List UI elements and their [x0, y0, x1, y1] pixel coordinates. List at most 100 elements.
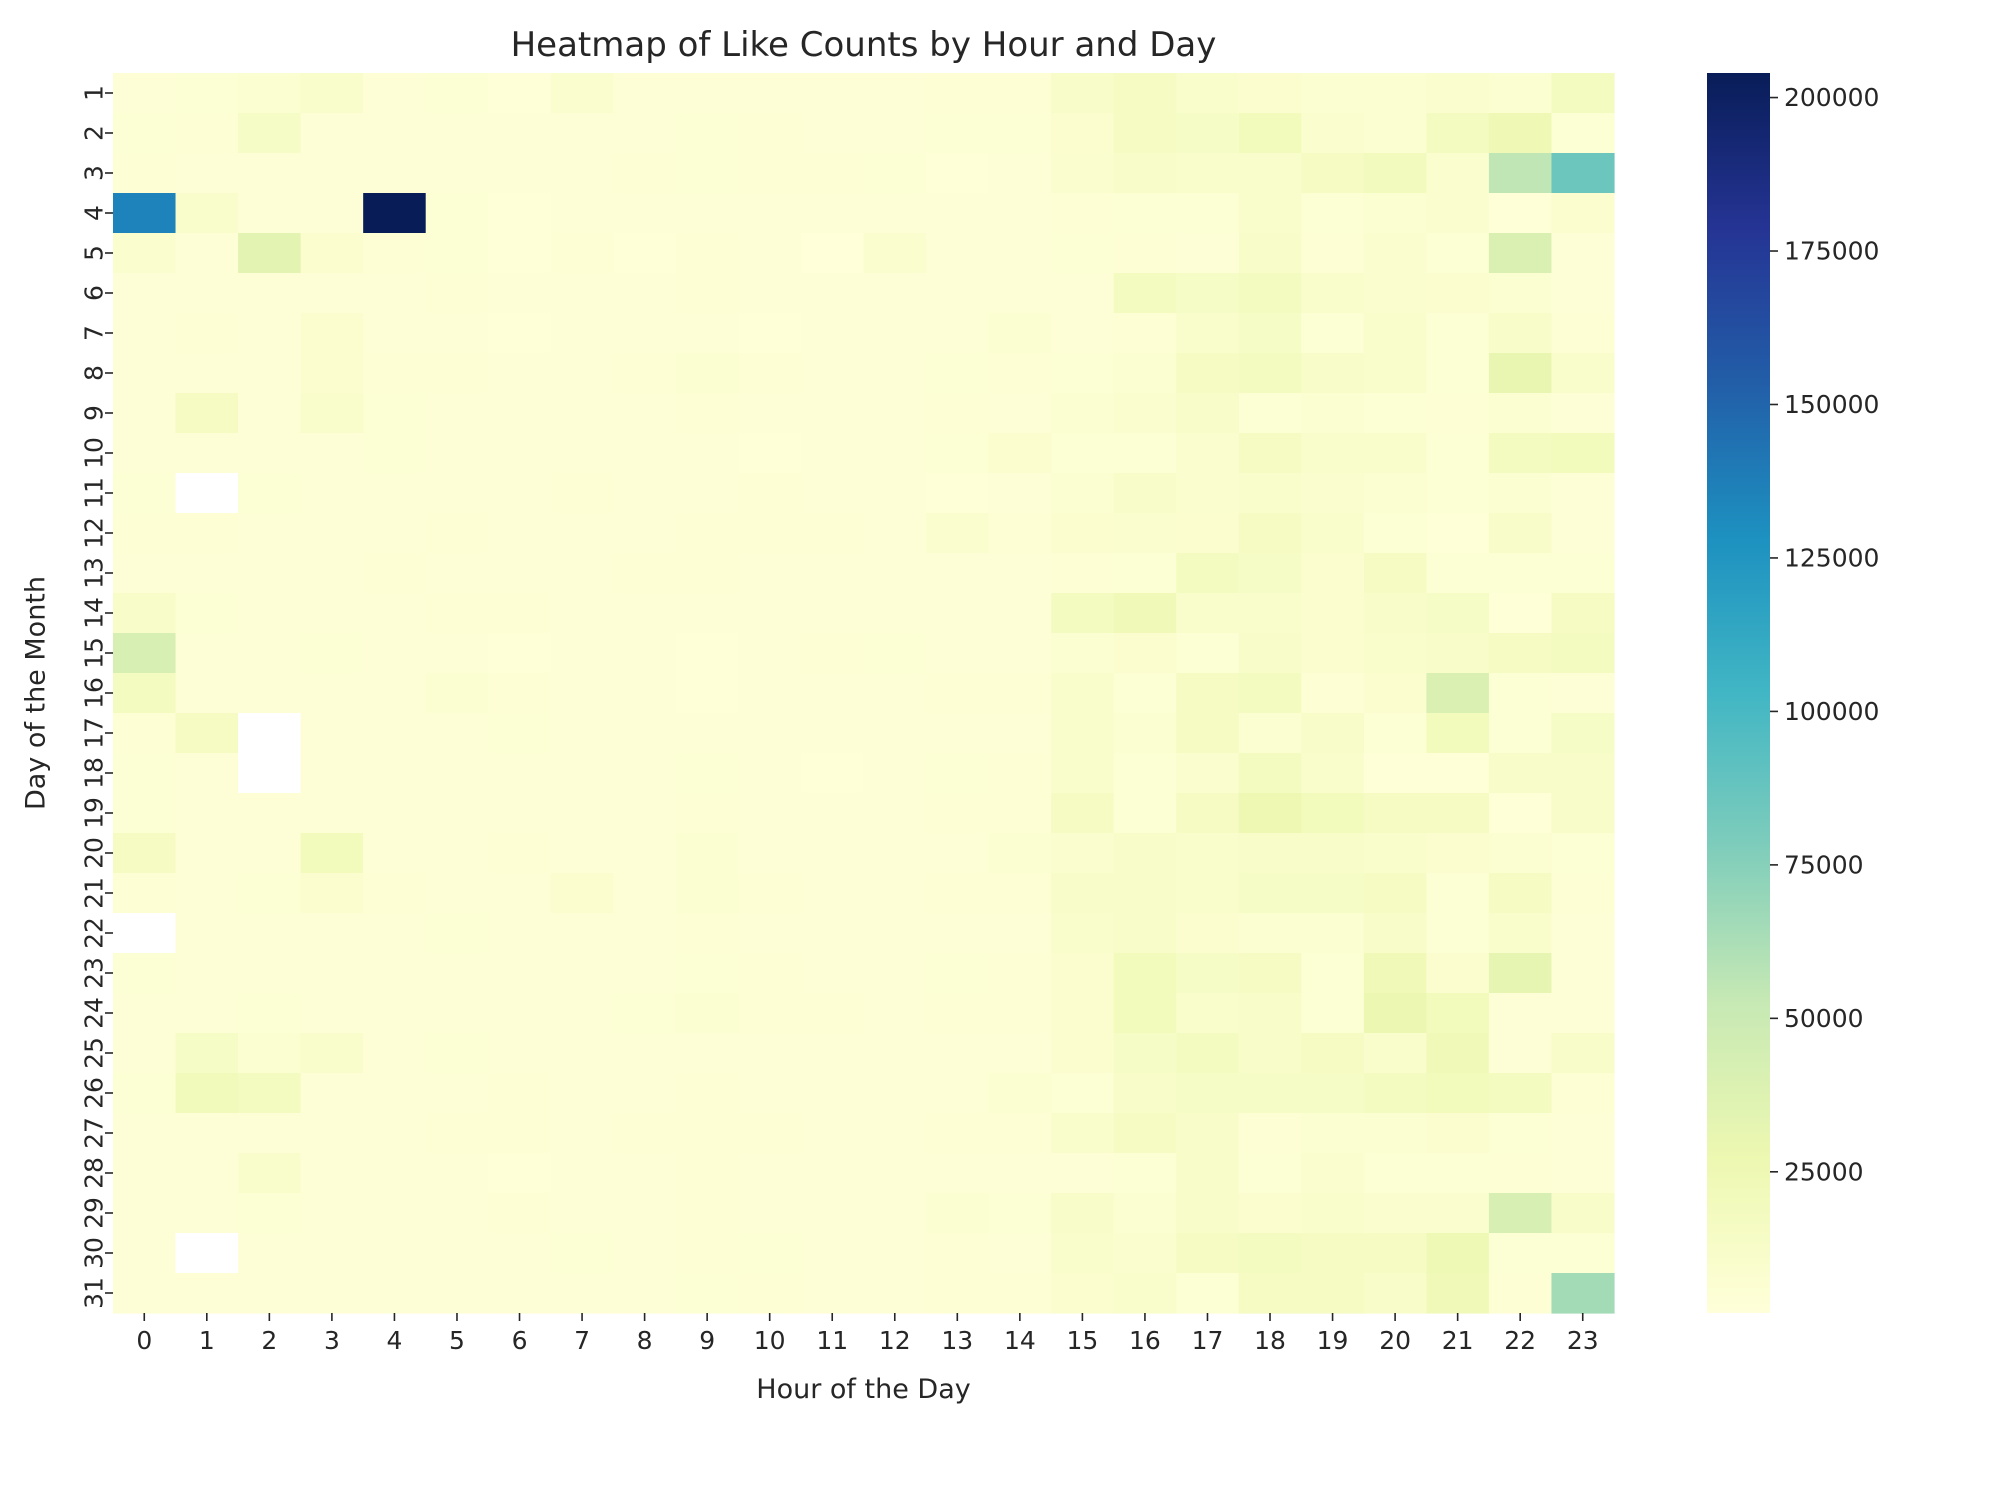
heatmap-cell — [300, 993, 364, 1034]
colorbar-tick-label: 50000 — [1784, 1004, 1864, 1033]
heatmap-cell — [1238, 593, 1302, 634]
heatmap-cell — [175, 673, 239, 714]
heatmap-cell — [1363, 273, 1427, 314]
heatmap-cell — [1301, 273, 1365, 314]
heatmap-cell — [1426, 1153, 1490, 1194]
heatmap-cell — [363, 1073, 427, 1114]
heatmap-cell — [863, 73, 927, 114]
heatmap-cell — [1238, 513, 1302, 554]
heatmap-cell — [1551, 953, 1615, 994]
heatmap-cell — [238, 353, 302, 394]
heatmap-cell — [1176, 633, 1240, 674]
x-tick-label: 5 — [449, 1326, 465, 1355]
heatmap-cell — [738, 593, 802, 634]
heatmap-cell — [113, 1153, 177, 1194]
heatmap-cell — [800, 673, 865, 714]
heatmap-cell — [800, 233, 865, 274]
heatmap-cell — [613, 1193, 677, 1234]
heatmap-cell — [425, 153, 489, 194]
heatmap-cell — [738, 713, 802, 754]
heatmap-cell — [1363, 1273, 1427, 1314]
y-tick-label: 3 — [80, 165, 109, 181]
heatmap-cell — [926, 153, 990, 194]
heatmap-cell — [1113, 1033, 1177, 1074]
y-tick-label: 23 — [80, 957, 109, 989]
heatmap-cell — [488, 1033, 552, 1074]
heatmap-cell — [238, 1033, 302, 1074]
heatmap-cell — [363, 353, 427, 394]
heatmap-cell — [425, 1273, 489, 1314]
heatmap-cell — [1426, 273, 1490, 314]
heatmap-cell — [113, 833, 177, 874]
heatmap-cell — [238, 113, 302, 154]
heatmap-cell — [1113, 833, 1177, 874]
heatmap-cell — [863, 513, 927, 554]
heatmap-cell — [550, 873, 614, 914]
heatmap-cell — [1051, 553, 1115, 594]
heatmap-cell — [550, 1233, 614, 1274]
heatmap-cell — [1176, 1153, 1240, 1194]
heatmap-cell — [1488, 713, 1553, 754]
heatmap-cell — [488, 913, 552, 954]
heatmap-cell — [1551, 713, 1615, 754]
heatmap-cell — [613, 73, 677, 114]
heatmap-cell — [800, 873, 865, 914]
heatmap-cell — [738, 313, 802, 354]
heatmap-cell — [926, 1153, 990, 1194]
heatmap-cell — [1488, 1153, 1553, 1194]
heatmap-cell — [550, 473, 614, 514]
heatmap-cell — [988, 353, 1052, 394]
heatmap-cell — [1301, 753, 1365, 794]
y-tick-label: 13 — [80, 557, 109, 589]
heatmap-cell — [300, 953, 364, 994]
heatmap-cell — [1238, 713, 1302, 754]
heatmap-cell — [1551, 193, 1615, 234]
heatmap-cell — [425, 953, 489, 994]
heatmap-cell — [550, 553, 614, 594]
colorbar-tick-label: 175000 — [1784, 237, 1879, 266]
heatmap-cell — [1113, 233, 1177, 274]
heatmap-cell — [1301, 793, 1365, 834]
heatmap-cell — [175, 273, 239, 314]
heatmap-cell — [488, 233, 552, 274]
heatmap-cell — [800, 833, 865, 874]
y-tick-label: 2 — [80, 125, 109, 141]
heatmap-cell — [1363, 153, 1427, 194]
heatmap-cell — [988, 593, 1052, 634]
heatmap-cell — [926, 593, 990, 634]
y-tick-label: 29 — [80, 1197, 109, 1229]
heatmap-cell — [238, 713, 302, 754]
heatmap-cell — [926, 713, 990, 754]
heatmap-cell — [1051, 73, 1115, 114]
heatmap-cell — [1176, 273, 1240, 314]
heatmap-cell — [738, 273, 802, 314]
heatmap-cell — [738, 473, 802, 514]
heatmap-cell — [238, 313, 302, 354]
heatmap-cell — [926, 233, 990, 274]
heatmap-cell — [1051, 153, 1115, 194]
heatmap-cell — [1301, 1073, 1365, 1114]
heatmap-cell — [926, 993, 990, 1034]
heatmap-cell — [988, 1033, 1052, 1074]
colorbar-tick-label: 125000 — [1784, 543, 1879, 572]
heatmap-cell — [1301, 513, 1365, 554]
heatmap-cell — [363, 1153, 427, 1194]
heatmap-cell — [113, 473, 177, 514]
heatmap-cell — [863, 873, 927, 914]
heatmap-cell — [926, 673, 990, 714]
heatmap-cell — [363, 113, 427, 154]
heatmap-cell — [550, 1033, 614, 1074]
heatmap-cell — [1176, 393, 1240, 434]
heatmap-cell — [738, 393, 802, 434]
heatmap-cell — [1051, 1233, 1115, 1274]
heatmap-cell — [863, 913, 927, 954]
heatmap-cell — [926, 633, 990, 674]
heatmap-cell — [1426, 193, 1490, 234]
heatmap-cell — [1176, 513, 1240, 554]
heatmap-cell — [1113, 73, 1177, 114]
heatmap-cell — [238, 473, 302, 514]
heatmap-cell — [1426, 153, 1490, 194]
heatmap-cell — [800, 593, 865, 634]
heatmap-cell — [425, 673, 489, 714]
heatmap-cell — [1238, 1153, 1302, 1194]
